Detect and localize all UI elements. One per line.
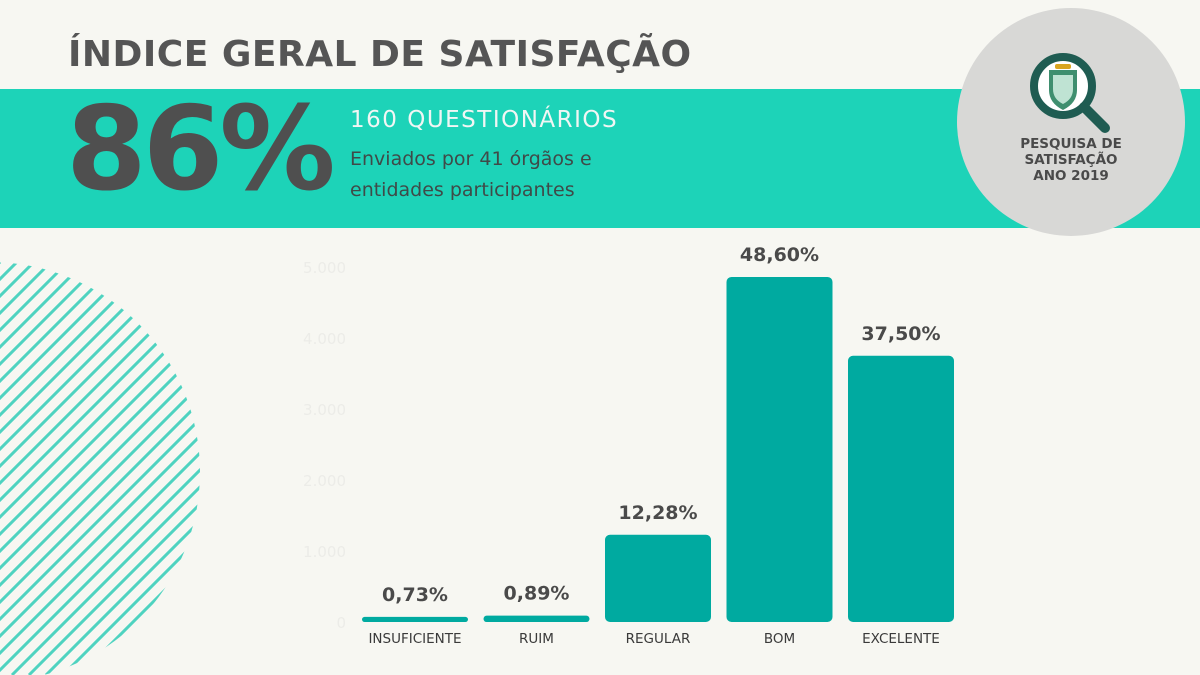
badge-line-3: ANO 2019 (1033, 168, 1109, 184)
data-label: 12,28% (618, 502, 697, 524)
badge-line-1: PESQUISA DE (1020, 136, 1122, 152)
y-tick-label: 3.000 (303, 401, 346, 419)
category-label: REGULAR (626, 631, 691, 647)
y-tick-label: 4.000 (303, 330, 346, 348)
y-tick-label: 5.000 (303, 259, 346, 277)
bar-bom (726, 276, 833, 622)
category-label: EXCELENTE (862, 631, 940, 647)
data-label: 48,60% (740, 244, 819, 266)
survey-badge: PESQUISA DE SATISFAÇÃO ANO 2019 (957, 8, 1185, 236)
bar-regular (605, 534, 711, 622)
badge-line-2: SATISFAÇÃO (1024, 152, 1118, 168)
data-label: 37,50% (861, 323, 940, 345)
page-title: ÍNDICE GERAL DE SATISFAÇÃO (68, 34, 692, 75)
category-label: INSUFICIENTE (368, 631, 461, 647)
category-label: RUIM (519, 631, 554, 647)
questionnaire-count: 160 QUESTIONÁRIOS (350, 107, 619, 133)
decorative-striped-circle (0, 262, 200, 675)
data-label: 0,89% (504, 583, 570, 605)
magnifier-shield-icon (1030, 53, 1110, 133)
category-label: BOM (764, 631, 795, 647)
bar-ruim (483, 615, 590, 622)
y-tick-label: 1.000 (303, 543, 346, 561)
satisfaction-index-value: 86% (66, 82, 336, 217)
y-tick-label: 2.000 (303, 472, 346, 490)
bar-insuficiente (362, 616, 468, 622)
y-tick-label: 0 (336, 614, 346, 632)
data-label: 0,73% (382, 584, 448, 606)
bar-excelente (848, 355, 954, 622)
questionnaire-description: Enviados por 41 órgãos e entidades parti… (350, 148, 592, 201)
